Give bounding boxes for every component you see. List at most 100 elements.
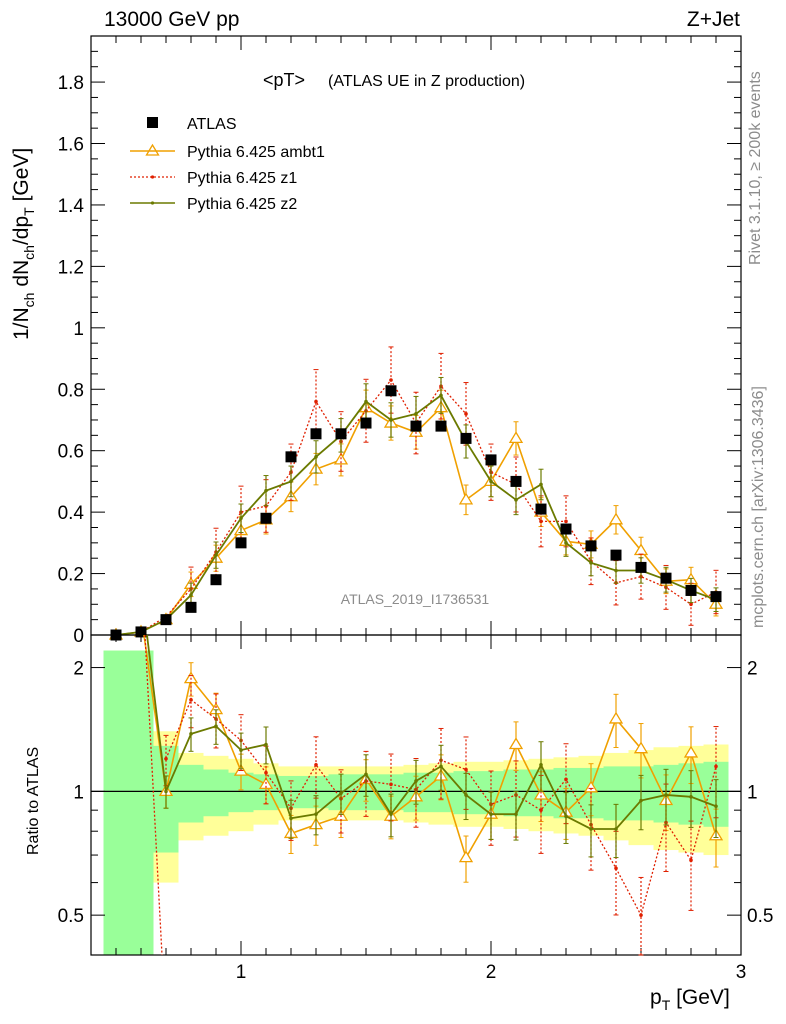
data-point-atlas [585,540,597,552]
legend-entry-z1: Pythia 6.425 z1 [130,170,297,187]
ratio-point-z1 [614,866,618,871]
ratio-point-ambt1 [533,787,549,800]
main-y-tick-label: 0.8 [58,380,84,401]
data-point-atlas [410,420,422,432]
data-point-ambt1 [508,431,524,444]
ratio-point-z1 [464,767,468,772]
data-point-z2 [214,553,218,557]
ratio-point-z2 [489,812,493,816]
data-point-atlas [660,572,672,584]
ratio-point-z2 [189,732,193,736]
legend: ATLAS Pythia 6.425 ambt1 Pythia 6.425 z1… [130,116,325,213]
main-y-tick-label: 1.6 [58,135,84,156]
main-y-tick-label: 0.2 [58,565,84,586]
ratio-band-inner [103,650,154,955]
main-y-tick-label: 1.8 [58,73,84,94]
data-point-atlas [510,475,522,487]
ratio-point-ambt1 [583,780,599,793]
legend-marker-ambt1 [145,143,160,156]
ratio-band-inner [203,769,229,817]
mcplots-label: mcplots.cern.ch [arXiv:1306.3436] [750,386,767,628]
main-y-tick-label: 1.2 [58,257,84,278]
ratio-point-z1 [264,770,268,775]
main-y-tick-label: 1.4 [58,196,85,217]
data-point-atlas [710,591,722,603]
data-point-atlas [685,584,697,596]
ratio-point-z2 [464,793,468,797]
data-point-atlas [385,385,397,397]
legend-marker-atlas [147,117,158,128]
ratio-point-ambt1 [683,745,699,758]
main-y-tick-label: 0 [73,626,84,647]
main-y-tick-label: 0.4 [58,503,85,524]
ratio-point-z2 [714,804,718,809]
ratio-line-z2-entry [146,634,167,792]
ratio-point-z2 [564,814,568,819]
data-point-z2 [514,498,518,502]
data-point-z1 [389,378,393,382]
ratio-point-z2 [639,798,643,803]
data-point-atlas [485,454,497,466]
ratio-point-z1 [539,808,543,812]
ratio-y-tick-label-right: 1 [747,782,758,803]
data-point-atlas [535,503,547,515]
ratio-point-z1 [314,763,318,767]
data-point-atlas [610,549,622,561]
data-point-atlas [235,537,247,549]
legend-marker-z2 [150,201,155,205]
x-tick-label: 2 [486,962,497,983]
legend-entry-z2: Pythia 6.425 z2 [130,196,297,213]
data-point-atlas [460,432,472,444]
ratio-point-z1 [164,756,168,761]
ratio-band-inner [178,764,204,823]
data-point-z1 [564,519,568,524]
main-y-axis-label: 1/Nch dNch/dpT [GeV] [10,148,37,340]
data-point-z2 [439,393,443,398]
data-point-ambt1 [608,512,624,525]
legend-label-z1: Pythia 6.425 z1 [187,170,297,187]
data-point-z2 [239,516,243,521]
process-label: Z+Jet [687,8,740,31]
ratio-point-z2 [239,748,243,752]
ratio-point-z1 [639,913,643,917]
main-plot-panel: 0 0.2 0.4 0.6 0.8 1 1.2 1.4 1.6 1.8 [58,35,742,647]
ratio-y-axis-label: Ratio to ATLAS [25,747,42,855]
data-point-z1 [314,399,318,404]
data-point-atlas [310,428,322,440]
data-point-atlas [185,601,197,613]
chart-title: <pT> [263,70,305,90]
ratio-point-z2 [364,772,368,777]
ratio-y-tick-label-right: 0.5 [747,906,773,927]
data-point-z2 [589,561,593,565]
data-point-z2 [264,488,268,493]
svg-text:pT [GeV]: pT [GeV] [650,986,730,1013]
x-tick-label: 3 [736,962,747,983]
ratio-point-z1 [714,764,718,769]
ratio-point-ambt1 [633,741,649,754]
ratio-y-tick-label: 0.5 [58,906,84,927]
ratio-point-z2 [539,763,543,767]
data-point-atlas [135,626,147,638]
legend-label-ambt1: Pythia 6.425 ambt1 [187,144,325,161]
ratio-y-tick-label: 1 [73,782,84,803]
data-point-atlas [210,574,222,586]
x-axis-label: pT [GeV] [650,986,730,1013]
ratio-point-z2 [664,793,668,797]
data-point-z2 [614,568,618,573]
data-point-ambt1 [458,492,474,505]
ratio-y-tick-label: 2 [73,659,84,680]
ratio-point-z1 [564,777,568,782]
ratio-line-z1-entry [144,634,163,956]
legend-entry-atlas: ATLAS [147,116,237,133]
data-point-atlas [360,417,372,429]
ratio-point-z2 [289,816,293,821]
data-point-z2 [564,541,568,545]
ratio-point-z1 [189,697,193,702]
data-point-atlas [335,428,347,440]
ratio-point-z2 [589,827,593,831]
data-point-atlas [260,512,272,524]
ratio-point-z2 [414,779,418,783]
ratio-point-z2 [439,764,443,769]
ratio-point-z2 [614,827,618,831]
